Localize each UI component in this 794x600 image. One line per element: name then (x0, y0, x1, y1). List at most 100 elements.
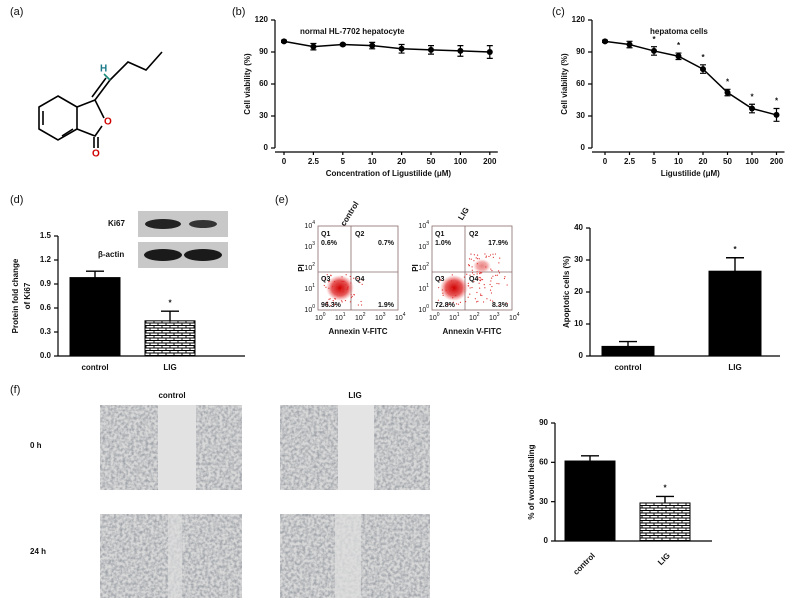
significance-mark: * (677, 41, 681, 50)
cell-dot (326, 305, 329, 307)
cell-dot (478, 282, 480, 284)
cell-dot (492, 300, 494, 302)
atom-label: O (92, 149, 100, 160)
flow-x-tick-label: 101 (335, 312, 346, 322)
structure (38, 51, 163, 148)
cell-dot (467, 282, 469, 284)
flow-y-tick-label: 103 (418, 241, 429, 251)
data-point (602, 38, 608, 45)
cell-dot (455, 303, 458, 305)
cell-dot (345, 283, 347, 286)
quadrant-name: Q2 (355, 231, 364, 238)
data-point (773, 111, 780, 118)
panel-label: (b) (232, 6, 245, 18)
cell-dot (465, 301, 467, 303)
cell-dot (499, 257, 501, 259)
x-tick-label: 10 (674, 157, 683, 166)
cell-dot (330, 304, 332, 307)
y-tick-label: 90 (259, 47, 268, 56)
tick-base: 10 (429, 315, 437, 322)
tick-exponent: 0 (312, 304, 315, 310)
flow-x-tick-label: 102 (355, 312, 366, 322)
tick-base: 10 (375, 315, 383, 322)
cell-dot (328, 298, 330, 300)
flow-x-tick-label: 100 (429, 312, 440, 322)
tick-exponent: 1 (457, 312, 460, 318)
cell-dot (328, 287, 330, 289)
quadrant-percent: 1.9% (378, 302, 395, 309)
cell-dot (360, 300, 362, 303)
cell-dot (471, 266, 473, 268)
cell-dot (477, 300, 479, 303)
cell-dot (336, 284, 338, 287)
cell-dot (457, 303, 460, 305)
cell-dot (498, 272, 501, 274)
flow-x-tick-label: 103 (489, 312, 500, 322)
cell-dot (506, 302, 508, 305)
flow-x-tick-label: 101 (449, 312, 460, 322)
cell-dot (476, 271, 478, 273)
flow-y-tick-label: 100 (304, 304, 315, 314)
cell-dot (353, 293, 355, 296)
error-bar (86, 270, 104, 278)
flow-y-tick-label: 104 (304, 220, 315, 230)
cell-dot (473, 260, 475, 262)
x-tick-label: 20 (397, 157, 406, 166)
x-tick-label: 100 (454, 157, 468, 166)
cell-dot (491, 270, 493, 272)
cell-dot (485, 255, 487, 257)
cell-dot (489, 254, 492, 256)
flow-x-tick-label: 100 (315, 312, 326, 322)
cell-dot (494, 253, 497, 255)
tick-base: 10 (418, 265, 426, 272)
cell-dot (476, 291, 478, 294)
cell-dot (503, 277, 506, 280)
cell-dot (496, 282, 498, 285)
cell-dot (469, 293, 471, 295)
cell-dot (481, 279, 484, 281)
y-tick-label: 0.0 (40, 351, 52, 360)
y-tick-label: 30 (539, 497, 548, 506)
column-label: LIG (348, 391, 361, 400)
cell-dot (477, 278, 479, 280)
bar (564, 460, 616, 542)
cell-dot (479, 271, 481, 273)
y-tick-label: 0 (544, 536, 549, 545)
tick-base: 10 (315, 315, 323, 322)
cell-dot (485, 256, 487, 258)
cell-dot (490, 292, 493, 294)
cell-dot (484, 253, 486, 255)
x-tick-label: 200 (483, 157, 497, 166)
quadrant-name: Q3 (321, 276, 330, 283)
cell-dot (476, 258, 479, 260)
cell-dot (485, 266, 487, 268)
tick-exponent: 2 (477, 312, 480, 318)
quadrant-percent: 8.3% (492, 302, 509, 309)
cell-dot (455, 295, 457, 297)
data-point (369, 42, 376, 49)
cell-dot (492, 305, 494, 307)
cell-dot (442, 275, 444, 278)
cell-dot (479, 277, 481, 279)
quadrant-name: Q4 (355, 276, 364, 283)
x-tick-label: 100 (745, 157, 759, 166)
cell-dot (476, 273, 478, 275)
tick-base: 10 (418, 223, 426, 230)
y-tick-label: 30 (576, 111, 585, 120)
y-tick-label: 90 (539, 418, 548, 427)
cell-dot (481, 272, 483, 274)
x-axis-label: Ligustilide (μM) (661, 169, 720, 178)
y-tick-label: 60 (259, 79, 268, 88)
data-point (486, 49, 493, 55)
cell-dot (353, 277, 355, 279)
tick-exponent: 2 (363, 312, 366, 318)
y-axis-label: Cell viability (%) (560, 53, 569, 115)
cell-dot (326, 301, 328, 303)
cell-dot (470, 258, 472, 260)
cell-dot (476, 301, 478, 303)
cell-dot (323, 284, 325, 287)
y-tick-label: 40 (574, 223, 583, 232)
y-axis-label: Apoptotic cells (%) (562, 256, 571, 328)
cell-dot (451, 274, 453, 276)
tick-base: 10 (304, 223, 312, 230)
